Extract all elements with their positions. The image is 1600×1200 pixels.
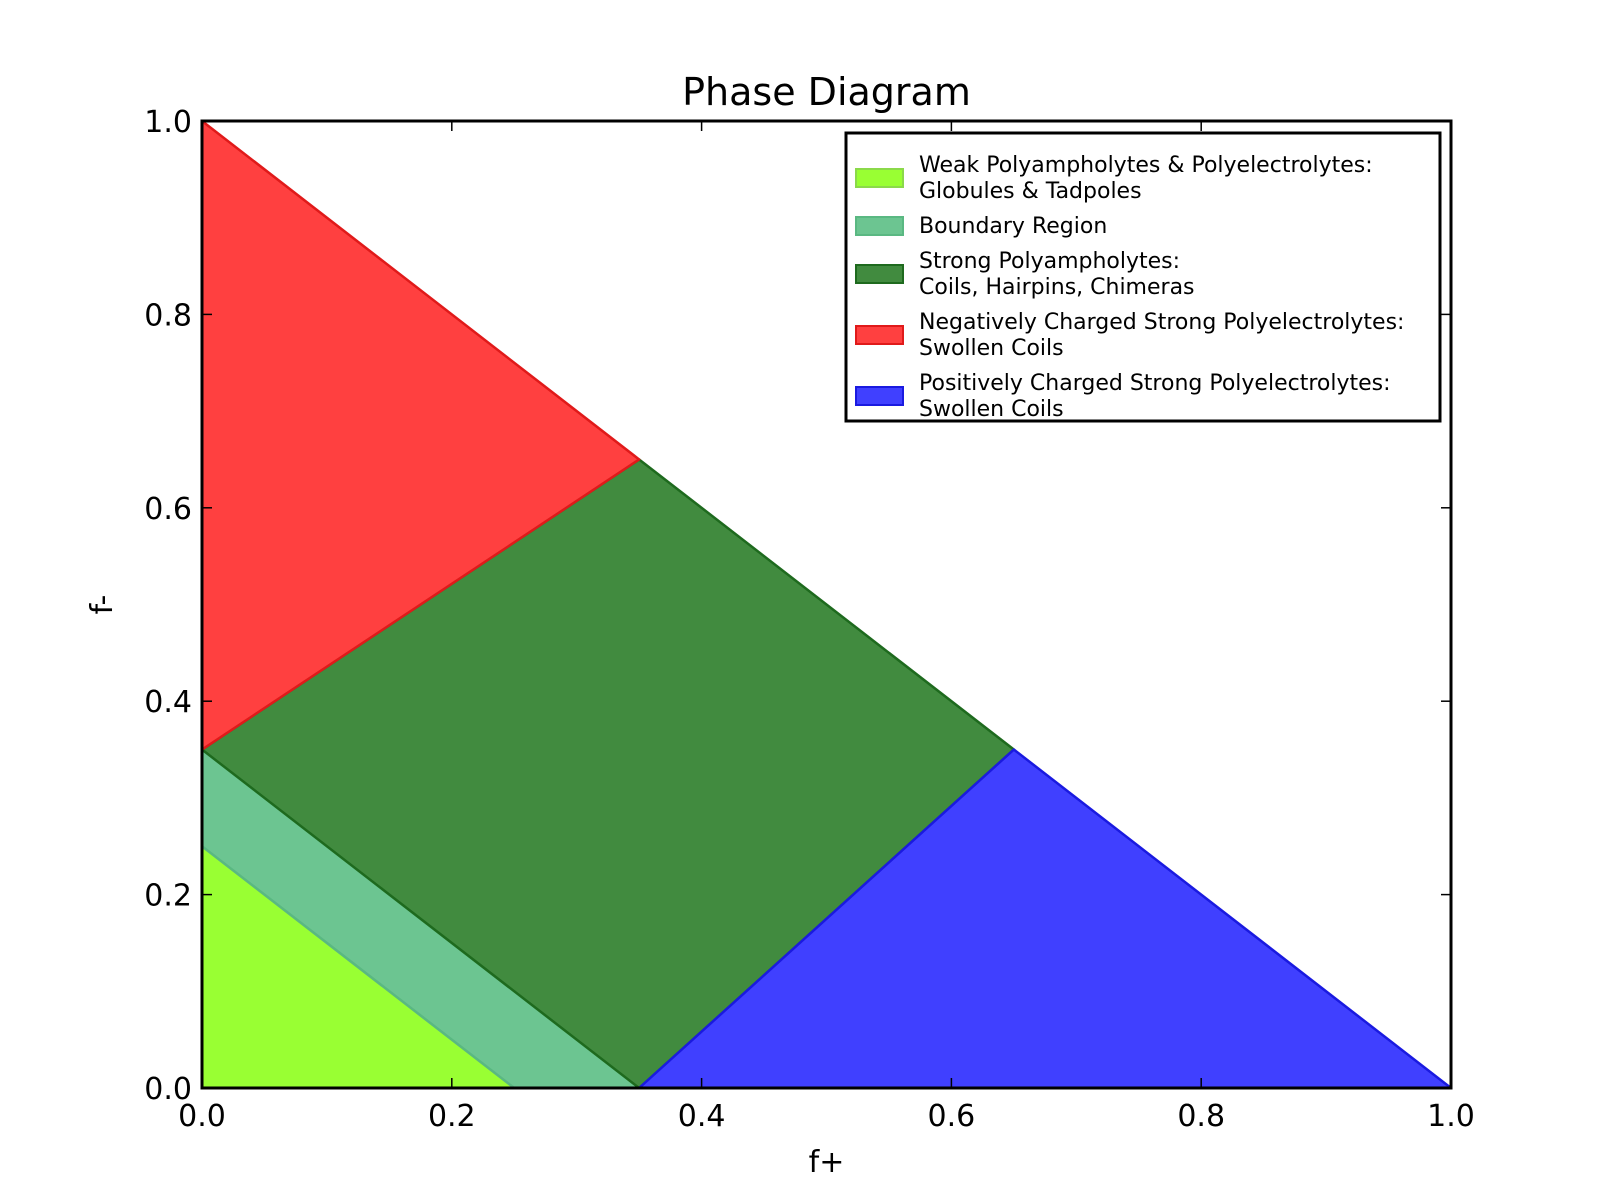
- legend-label-strong-pa: Coils, Hairpins, Chimeras: [919, 275, 1195, 300]
- legend: Weak Polyampholytes & Polyelectrolytes:G…: [844, 131, 1442, 423]
- y-tick-label: 0.8: [144, 298, 192, 333]
- x-tick-label: 0.8: [1177, 1099, 1225, 1134]
- chart-title: Phase Diagram: [682, 70, 971, 114]
- y-axis-label: f-: [85, 595, 120, 615]
- ticks-layer: 0.0 0.2 0.4 0.6 0.8 1.0 0.0 0.2 0.4 0.6 0.8 1.0: [144, 105, 1475, 1134]
- y-tick-label: 0.0: [144, 1072, 192, 1107]
- legend-label-negative: Swollen Coils: [919, 336, 1064, 361]
- legend-label-positive: Swollen Coils: [919, 397, 1064, 422]
- plot-frame: [200, 119, 1453, 1090]
- x-tick-label: 1.0: [1427, 1099, 1475, 1134]
- legend-label-positive: Positively Charged Strong Polyelectrolyt…: [919, 371, 1391, 396]
- x-tick-label: 0.2: [428, 1099, 476, 1134]
- x-tick-label: 0.0: [178, 1099, 226, 1134]
- legend-swatch-strong-pa: [855, 264, 904, 284]
- y-tick-label: 0.6: [144, 492, 192, 527]
- legend-label-weak: Globules & Tadpoles: [919, 179, 1142, 204]
- y-tick-label: 0.2: [144, 879, 192, 914]
- x-tick-label: 0.4: [678, 1099, 726, 1134]
- y-tick-label: 0.4: [144, 685, 192, 720]
- legend-box: [844, 131, 1442, 423]
- x-tick-label: 0.6: [928, 1099, 976, 1134]
- legend-label-weak: Weak Polyampholytes & Polyelectrolytes:: [919, 153, 1373, 178]
- legend-label-negative: Negatively Charged Strong Polyelectrolyt…: [919, 310, 1404, 335]
- regions-layer: [200, 119, 1453, 1090]
- legend-swatch-negative: [855, 325, 904, 345]
- legend-label-strong-pa: Strong Polyampholytes:: [919, 249, 1180, 274]
- legend-swatch-weak: [855, 168, 904, 188]
- legend-label-boundary: Boundary Region: [919, 214, 1107, 239]
- legend-swatch-positive: [855, 386, 904, 406]
- y-tick-label: 1.0: [144, 105, 192, 140]
- legend-swatch-boundary: [855, 216, 904, 236]
- x-axis-label: f+: [809, 1145, 845, 1180]
